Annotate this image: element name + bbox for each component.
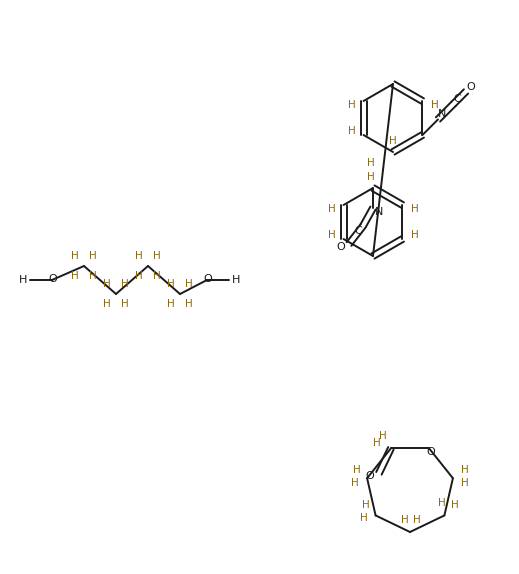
Text: H: H [373, 439, 381, 448]
Text: H: H [351, 478, 359, 488]
Text: H: H [367, 172, 375, 182]
Text: O: O [467, 83, 475, 92]
Text: H: H [413, 515, 421, 525]
Text: O: O [337, 242, 345, 252]
Text: H: H [153, 271, 161, 281]
Text: H: H [431, 100, 439, 110]
Text: H: H [185, 279, 193, 289]
Text: H: H [461, 478, 469, 488]
Text: N: N [438, 110, 446, 119]
Text: H: H [348, 126, 356, 136]
Text: H: H [19, 275, 27, 285]
Text: H: H [167, 299, 175, 309]
Text: H: H [89, 251, 97, 261]
Text: H: H [327, 204, 335, 214]
Text: H: H [353, 465, 361, 475]
Text: H: H [135, 271, 143, 281]
Text: H: H [379, 431, 387, 441]
Text: H: H [153, 251, 161, 261]
Text: H: H [438, 498, 445, 509]
Text: C: C [454, 94, 461, 104]
Text: O: O [427, 447, 435, 457]
Text: N: N [375, 207, 383, 217]
Text: H: H [103, 299, 111, 309]
Text: H: H [71, 271, 79, 281]
Text: H: H [71, 251, 79, 261]
Text: H: H [389, 136, 397, 146]
Text: H: H [185, 299, 193, 309]
Text: O: O [203, 274, 212, 284]
Text: H: H [362, 501, 370, 510]
Text: H: H [232, 275, 240, 285]
Text: H: H [327, 230, 335, 240]
Text: O: O [49, 274, 58, 284]
Text: H: H [348, 100, 356, 110]
Text: C: C [354, 226, 362, 236]
Text: O: O [365, 471, 374, 482]
Text: H: H [367, 158, 375, 168]
Text: H: H [461, 465, 469, 475]
Text: H: H [360, 513, 367, 523]
Text: H: H [135, 251, 143, 261]
Text: H: H [401, 515, 409, 525]
Text: H: H [450, 501, 458, 510]
Text: H: H [167, 279, 175, 289]
Text: H: H [411, 204, 418, 214]
Text: H: H [103, 279, 111, 289]
Text: H: H [411, 230, 418, 240]
Text: H: H [121, 299, 129, 309]
Text: H: H [121, 279, 129, 289]
Text: H: H [89, 271, 97, 281]
